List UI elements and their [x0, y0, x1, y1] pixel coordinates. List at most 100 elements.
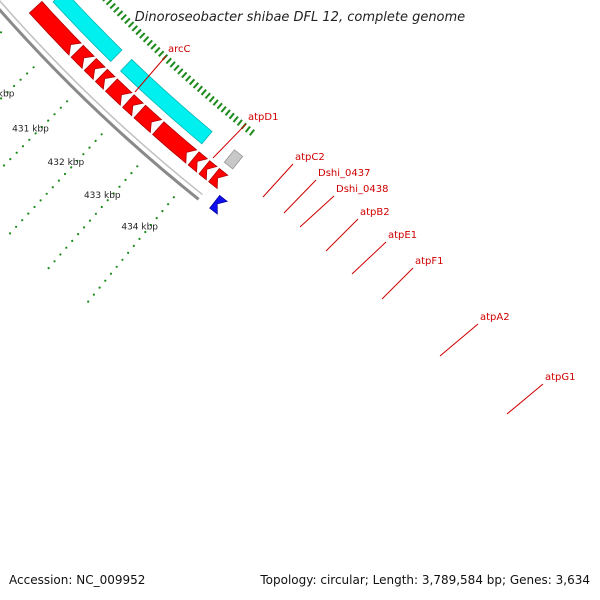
gene-leader-line [134, 55, 167, 93]
scale-tick [146, 39, 153, 47]
kbp-guide-dot [28, 138, 31, 141]
kbp-guide-dot [39, 199, 42, 202]
scale-tick [177, 68, 184, 75]
kbp-guide-dot [136, 165, 139, 168]
scale-tick [216, 102, 223, 110]
kbp-guide-dot [27, 212, 30, 215]
gene-label: atpC2 [295, 152, 325, 163]
gene-arrow [208, 167, 229, 190]
gene-arrow [122, 94, 145, 117]
gene-label: atpA2 [480, 312, 510, 323]
kbp-guide-dot [70, 166, 73, 169]
gene-arrow-minus-strand [209, 194, 229, 215]
scale-tick [249, 129, 255, 136]
kbp-guide-dot [94, 139, 97, 142]
scale-tick [244, 125, 251, 133]
gene-leader-line [283, 179, 317, 214]
scale-tick [120, 13, 127, 21]
scale-tick [196, 85, 203, 93]
scale-tick [158, 50, 165, 57]
kbp-guide-dot [63, 172, 67, 176]
scale-tick [188, 78, 196, 86]
kbp-guide-dot [127, 251, 130, 254]
genome-backbone [0, 7, 200, 201]
cog-bar-cyan [120, 58, 213, 145]
kbp-label: 434 kbp [121, 223, 158, 233]
gene-label: atpE1 [388, 230, 417, 241]
gene-arrow [152, 121, 198, 164]
kbp-guide-dot [118, 185, 121, 188]
scale-tick [181, 71, 188, 79]
kbp-guide-dot [77, 233, 80, 236]
kbp-label: 430 kbp [0, 90, 15, 100]
gene-arrow [70, 44, 95, 70]
gene-leader-line [351, 241, 387, 275]
gene-leader-line [439, 323, 479, 357]
kbp-guide-dot [53, 260, 56, 263]
accession-text: Accession: NC_009952 [9, 573, 146, 587]
kbp-guide-dot [115, 265, 118, 268]
kbp-guide-dot [0, 31, 3, 34]
genome-summary-text: Topology: circular; Length: 3,789,584 bp… [260, 573, 590, 587]
gene-label: Dshi_0438 [336, 184, 388, 195]
scale-tick [173, 64, 180, 72]
scale-tick [102, 0, 106, 2]
kbp-guide-dot [161, 210, 164, 213]
kbp-guide-dot [138, 237, 141, 240]
kbp-guide-dot [100, 205, 103, 209]
kbp-guide-dot [132, 244, 135, 247]
scale-tick [131, 25, 139, 32]
kbp-guide-dot [59, 106, 62, 109]
kbp-guide-dot [71, 239, 74, 242]
gene-arrow [94, 68, 116, 90]
scale-tick [113, 6, 120, 13]
kbp-guide-dot [15, 225, 18, 228]
kbp-guide-dot [98, 286, 101, 289]
scale-tick [109, 2, 116, 10]
kbp-guide-dot [51, 186, 54, 189]
genome-backbone-inner [0, 0, 203, 196]
kbp-guide-dot [66, 100, 69, 103]
kbp-guide-dot [57, 179, 61, 182]
cog-bar-gray [223, 149, 244, 170]
kbp-guide-dot [34, 132, 37, 135]
scale-tick [228, 112, 235, 120]
kbp-guide-dot [155, 217, 158, 220]
kbp-guide-dot [109, 272, 113, 275]
kbp-guide-dot [121, 258, 124, 261]
kbp-guide-dot [65, 246, 68, 249]
kbp-guide-dot [53, 113, 56, 116]
scale-tick [212, 99, 219, 106]
kbp-guide-dot [88, 219, 92, 222]
kbp-guide-dot [47, 267, 50, 270]
gene-arrow [83, 57, 106, 81]
kbp-guide-dot [88, 146, 91, 149]
kbp-guide-dot [21, 145, 25, 148]
kbp-guide-dot [94, 212, 97, 215]
kbp-guide-dot [26, 72, 29, 75]
kbp-guide-dot [130, 172, 133, 175]
kbp-guide-dot [15, 151, 18, 154]
gene-leader-line [262, 163, 294, 198]
kbp-guide-dot [83, 226, 86, 229]
kbp-guide-dot [124, 178, 127, 181]
kbp-guide-dot [33, 205, 36, 209]
gene-arrow [133, 104, 163, 134]
kbp-guide-dot [82, 153, 85, 156]
gene-leader-line [325, 218, 359, 252]
kbp-guide-dot [144, 230, 147, 234]
gene-leader-line [381, 267, 414, 300]
kbp-guide-dot [104, 279, 107, 282]
kbp-guide-dot [47, 119, 50, 122]
cog-bar-cyan [52, 0, 123, 62]
gene-arrow [187, 151, 209, 173]
kbp-guide-dot [40, 125, 44, 129]
scale-tick [208, 95, 215, 103]
kbp-guide-dot [2, 164, 6, 167]
gene-label: atpG1 [545, 372, 576, 383]
map-title: Dinoroseobacter shibae DFL 12, complete … [134, 10, 466, 25]
scale-tick [236, 119, 243, 127]
scale-tick [154, 46, 161, 54]
gene-leader-line [212, 123, 247, 159]
